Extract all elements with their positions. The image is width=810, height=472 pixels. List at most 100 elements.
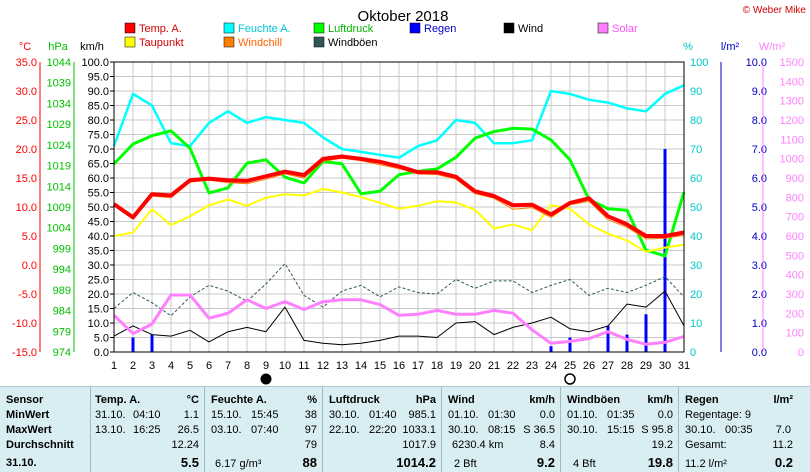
stats-humidity-min-date: 15.10. [211,409,242,421]
axis-tick-label: 85.0 [88,101,109,113]
x-tick-label: 14 [355,360,367,372]
rain-bar [568,337,572,352]
axis-tick-label: 1039 [47,78,71,90]
stats-humidity-unit: % [307,394,317,406]
stats-pressure-min-time: 01:40 [369,409,397,421]
legend-label: Feuchte A. [238,23,291,35]
moon-markers [260,373,576,385]
axis-tick-label: 700 [786,212,804,224]
axis-tick-label: 100 [786,328,804,340]
axis-tick-label: 300 [786,289,804,301]
legend-swatch [124,36,136,48]
axis-tick-label: 8.0 [752,115,767,127]
stats-gusts: Windböen km/h 01.10. 01:35 0.0 30.10. 15… [560,387,679,472]
stats-rain-days: Regentage: 9 [685,409,752,421]
legend-label: Solar [612,23,638,35]
axis-tick-label: 35.0 [16,57,37,69]
x-tick-label: 15 [374,360,386,372]
stats-pressure: Luftdruck hPa 30.10. 01:40 985.1 22.10. … [322,387,442,472]
axis-tick-label: 1034 [47,98,71,110]
series-line-wind [113,290,685,346]
axis-tick-label: 70 [690,144,702,156]
x-tick-label: 4 [168,360,174,372]
stats-temp-min-value: 1.1 [183,409,199,421]
legend-label: Wind [518,23,543,35]
axis-header: W/m² [759,41,786,53]
x-tick-label: 8 [244,360,250,372]
chart-title: Oktober 2018 [358,8,449,25]
axis-tick-label: 0 [798,347,804,359]
stats-gusts-unit: km/h [647,394,673,406]
x-tick-label: 10 [279,360,291,372]
axis-tick-label: 10.0 [88,318,109,330]
x-tick-label: 6 [206,360,212,372]
x-tick-label: 24 [545,360,557,372]
stats-rain-unit: l/m² [773,394,793,406]
axis-tick-label: 994 [53,264,71,276]
stats-wind-max-time: 08:15 [488,424,516,436]
stats-wind-min-time: 01:30 [488,409,516,421]
x-tick-label: 5 [187,360,193,372]
axis-tick-label: 984 [53,306,71,318]
rain-bar [606,325,610,352]
axis-header: °C [19,41,31,53]
rain-bar [131,337,135,352]
axis-tick-label: 0.0 [22,260,37,272]
axis-tick-label: 90 [690,86,702,98]
axis-tick-label: 5.0 [752,202,767,214]
axis-tick-label: 20.0 [88,289,109,301]
stats-temp-min-date: 31.10. [95,409,126,421]
legend-label: Windchill [238,37,282,49]
x-tick-label: 13 [336,360,348,372]
stats-wind-max-date: 30.10. [448,424,479,436]
rain-bar [150,334,154,352]
axis-tick-label: 75.0 [88,130,109,142]
stats-temp-max-date: 13.10. [95,424,126,436]
axis-tick-label: 10.0 [16,202,37,214]
row-label-avg: Durchschnitt [6,439,74,451]
stats-humidity-absolute: 6.17 g/m³ [215,458,262,470]
stats-temp-unit: °C [186,394,199,406]
axis-tick-label: 15.0 [16,173,37,185]
stats-humidity-current: 88 [302,455,317,470]
stats-humidity-max-value: 97 [304,424,317,436]
x-tick-label: 12 [317,360,329,372]
axis-tick-label: 1024 [47,140,71,152]
x-tick-label: 20 [469,360,481,372]
axis-tick-label: 900 [786,173,804,185]
x-tick-label: 17 [412,360,424,372]
axis-tick-label: 20 [690,289,702,301]
axis-tick-label: 65.0 [88,159,109,171]
axis-tick-label: 30.0 [88,260,109,272]
x-tick-label: 7 [225,360,231,372]
plot-frame [113,61,685,353]
stats-rain-max-time: 00:35 [725,424,753,436]
stats-pressure-max-value: 1033.1 [402,424,436,436]
stats-gusts-min-value: 0.0 [657,409,673,421]
stats-gusts-max-value: S 95.8 [641,424,673,436]
axis-tick-label: 50 [690,202,702,214]
axis-tick-label: 9.0 [752,86,767,98]
x-tick-label: 9 [263,360,269,372]
rain-bars [131,149,667,352]
legend-swatch [597,22,609,34]
stats-temp-min-time: 04:10 [133,409,161,421]
axis-tick-label: 1044 [47,57,71,69]
stats-pressure-avg: 1017.9 [402,439,436,451]
axis-tick-label: 25.0 [16,115,37,127]
axis-tick-label: 3.0 [752,260,767,272]
x-tick-label: 18 [431,360,443,372]
stats-wind-max-value: S 36.5 [523,424,555,436]
axis-tick-label: 50.0 [88,202,109,214]
rain-bar [549,346,553,352]
stats-humidity: Feuchte A. % 15.10. 15:45 38 03.10. 07:4… [204,387,323,472]
axis-tick-label: 6.0 [752,173,767,185]
stats-gusts-min-time: 01:35 [607,409,635,421]
axis-headers: °C hPa km/h% l/m² W/m² [19,41,786,53]
stats-temp-max-value: 26.5 [177,424,199,436]
axis-tick-label: -15.0 [12,347,37,359]
stats-pressure-current: 1014.2 [396,455,436,470]
axis-header: km/h [80,41,104,53]
axis-tick-label: 20.0 [16,144,37,156]
stats-humidity-min-time: 15:45 [251,409,279,421]
